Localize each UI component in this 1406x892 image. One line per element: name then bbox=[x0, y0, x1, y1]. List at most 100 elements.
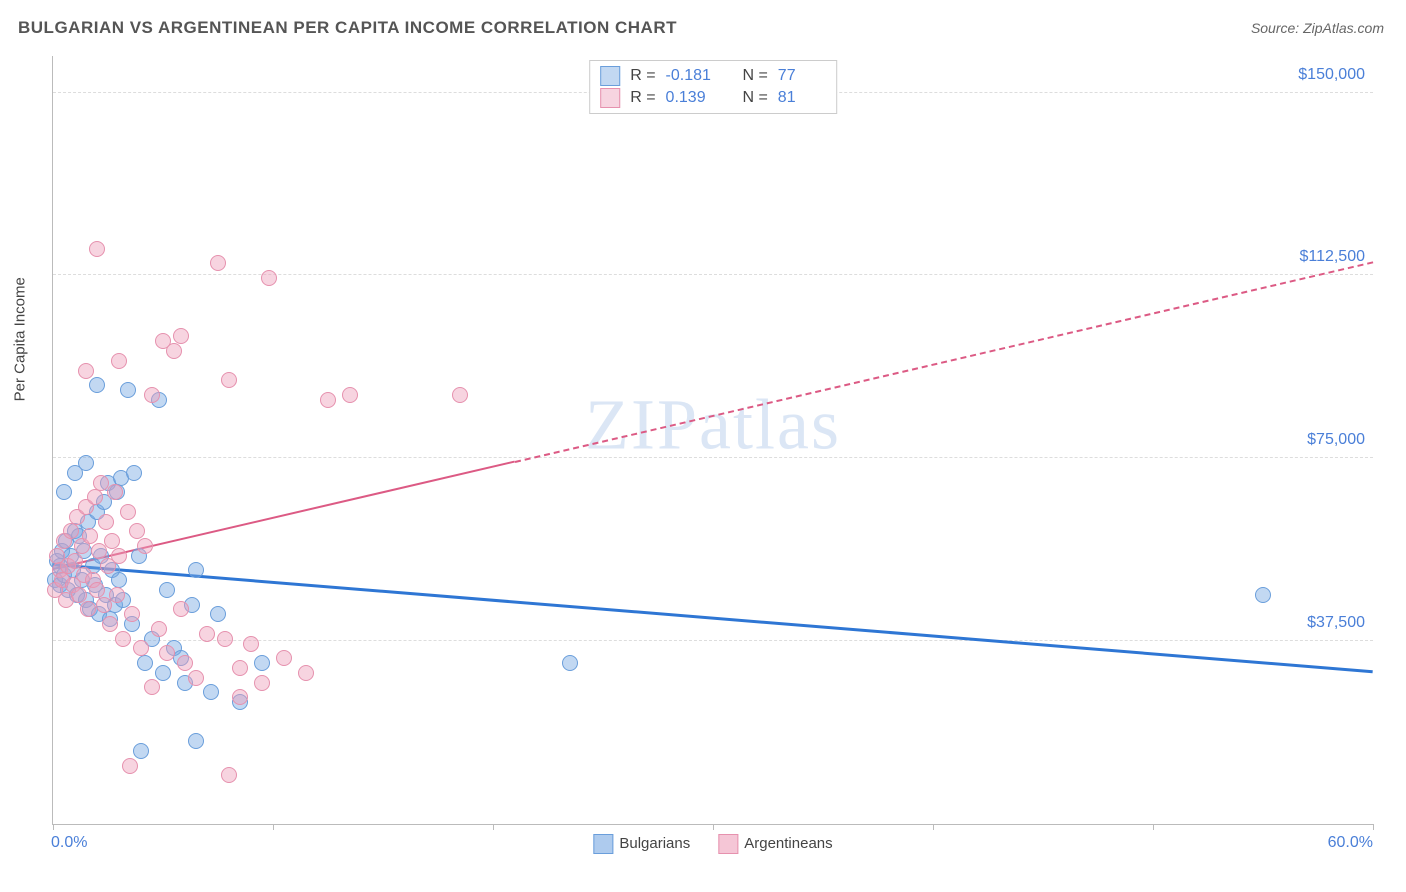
data-point bbox=[102, 616, 118, 632]
data-point bbox=[173, 328, 189, 344]
data-point bbox=[71, 587, 87, 603]
data-point bbox=[124, 606, 140, 622]
stat-row: R = -0.181 N = 77 bbox=[600, 65, 826, 87]
data-point bbox=[159, 645, 175, 661]
x-tick-label-end: 60.0% bbox=[1328, 834, 1373, 852]
legend-label: Bulgarians bbox=[619, 835, 690, 852]
data-point bbox=[166, 343, 182, 359]
x-tick bbox=[53, 824, 54, 830]
data-point bbox=[1255, 587, 1271, 603]
stat-n-label: N = bbox=[742, 89, 767, 107]
stat-n-value: 81 bbox=[778, 89, 826, 107]
data-point bbox=[82, 528, 98, 544]
x-tick bbox=[1153, 824, 1154, 830]
stat-r-value: 0.139 bbox=[666, 89, 714, 107]
data-point bbox=[151, 621, 167, 637]
legend-swatch bbox=[593, 834, 613, 854]
x-tick-label-start: 0.0% bbox=[51, 834, 87, 852]
data-point bbox=[254, 655, 270, 671]
data-point bbox=[126, 465, 142, 481]
data-point bbox=[111, 572, 127, 588]
data-point bbox=[177, 655, 193, 671]
x-tick bbox=[493, 824, 494, 830]
legend-swatch bbox=[718, 834, 738, 854]
data-point bbox=[452, 387, 468, 403]
stat-r-label: R = bbox=[630, 67, 655, 85]
data-point bbox=[159, 582, 175, 598]
data-point bbox=[89, 582, 105, 598]
data-point bbox=[320, 392, 336, 408]
data-point bbox=[144, 679, 160, 695]
data-point bbox=[104, 533, 120, 549]
data-point bbox=[122, 758, 138, 774]
plot-area: ZIPatlas $37,500$75,000$112,500$150,0000… bbox=[52, 56, 1373, 825]
data-point bbox=[232, 689, 248, 705]
data-point bbox=[78, 363, 94, 379]
data-point bbox=[217, 631, 233, 647]
data-point bbox=[232, 660, 248, 676]
gridline bbox=[53, 274, 1373, 275]
data-point bbox=[221, 767, 237, 783]
y-tick-label: $150,000 bbox=[1298, 66, 1365, 84]
data-point bbox=[78, 455, 94, 471]
data-point bbox=[155, 665, 171, 681]
data-point bbox=[210, 255, 226, 271]
data-point bbox=[115, 631, 131, 647]
data-point bbox=[133, 640, 149, 656]
data-point bbox=[298, 665, 314, 681]
trend-line-dashed bbox=[515, 261, 1373, 463]
legend-label: Argentineans bbox=[744, 835, 832, 852]
data-point bbox=[107, 484, 123, 500]
data-point bbox=[261, 270, 277, 286]
legend-item: Bulgarians bbox=[593, 834, 690, 854]
legend-bottom: Bulgarians Argentineans bbox=[593, 834, 832, 854]
y-tick-label: $75,000 bbox=[1307, 431, 1365, 449]
x-tick bbox=[933, 824, 934, 830]
stat-box: R = -0.181 N = 77R = 0.139 N = 81 bbox=[589, 60, 837, 114]
trend-line bbox=[53, 563, 1373, 673]
x-tick bbox=[1373, 824, 1374, 830]
data-point bbox=[111, 548, 127, 564]
x-tick bbox=[273, 824, 274, 830]
y-tick-label: $112,500 bbox=[1299, 248, 1365, 266]
data-point bbox=[342, 387, 358, 403]
data-point bbox=[137, 538, 153, 554]
legend-swatch bbox=[600, 66, 620, 86]
data-point bbox=[243, 636, 259, 652]
data-point bbox=[199, 626, 215, 642]
data-point bbox=[173, 601, 189, 617]
y-tick-label: $37,500 bbox=[1307, 614, 1365, 632]
data-point bbox=[188, 733, 204, 749]
data-point bbox=[89, 241, 105, 257]
data-point bbox=[109, 587, 125, 603]
data-point bbox=[562, 655, 578, 671]
source-text: Source: ZipAtlas.com bbox=[1251, 20, 1384, 36]
data-point bbox=[56, 484, 72, 500]
data-point bbox=[144, 387, 160, 403]
data-point bbox=[63, 523, 79, 539]
data-point bbox=[133, 743, 149, 759]
data-point bbox=[221, 372, 237, 388]
data-point bbox=[98, 514, 114, 530]
stat-r-value: -0.181 bbox=[666, 67, 714, 85]
stat-n-label: N = bbox=[742, 67, 767, 85]
data-point bbox=[203, 684, 219, 700]
stat-r-label: R = bbox=[630, 89, 655, 107]
data-point bbox=[120, 382, 136, 398]
data-point bbox=[120, 504, 136, 520]
data-point bbox=[87, 489, 103, 505]
data-point bbox=[254, 675, 270, 691]
chart-title: BULGARIAN VS ARGENTINEAN PER CAPITA INCO… bbox=[18, 18, 677, 38]
data-point bbox=[137, 655, 153, 671]
data-point bbox=[67, 553, 83, 569]
data-point bbox=[210, 606, 226, 622]
data-point bbox=[111, 353, 127, 369]
data-point bbox=[276, 650, 292, 666]
x-tick bbox=[713, 824, 714, 830]
legend-swatch bbox=[600, 88, 620, 108]
chart-container: Per Capita Income ZIPatlas $37,500$75,00… bbox=[30, 50, 1380, 860]
data-point bbox=[188, 670, 204, 686]
y-axis-label: Per Capita Income bbox=[12, 277, 29, 401]
stat-n-value: 77 bbox=[778, 67, 826, 85]
data-point bbox=[129, 523, 145, 539]
